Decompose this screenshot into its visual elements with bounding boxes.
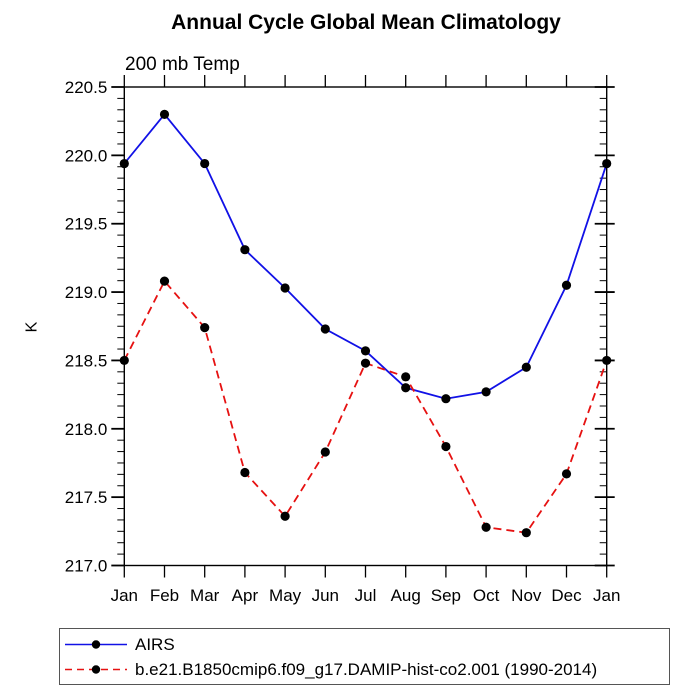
data-point-marker (119, 158, 129, 169)
y-tick-label: 220.5 (65, 78, 108, 97)
x-tick-label: Jan (111, 586, 138, 605)
data-point-marker (602, 158, 612, 169)
data-point-marker (280, 511, 290, 521)
data-point-marker (602, 355, 612, 366)
legend-entry: AIRS (60, 632, 669, 657)
data-point-marker (320, 447, 330, 457)
x-tick-label: Sep (431, 586, 461, 605)
data-point-marker (360, 358, 371, 368)
x-tick-label: Oct (473, 586, 500, 605)
y-tick-label: 220.0 (65, 146, 108, 165)
data-point-marker (521, 362, 531, 372)
chart-subtitle: 200 mb Temp (125, 54, 240, 75)
data-point-marker (441, 441, 451, 452)
x-tick-label: Jan (593, 586, 620, 605)
legend-label: AIRS (135, 634, 175, 654)
y-tick-label: 218.0 (65, 420, 108, 439)
data-point-marker (561, 280, 572, 290)
data-point-marker (200, 323, 210, 333)
legend-line-sample (65, 665, 127, 674)
legend-box: AIRS b.e21.B1850cmip6.f09_g17.DAMIP-hist-… (59, 628, 670, 685)
x-tick-label: Nov (511, 586, 542, 605)
x-tick-label: Jun (312, 586, 339, 605)
data-point-marker (159, 109, 170, 119)
legend-label: b.e21.B1850cmip6.f09_g17.DAMIP-hist-co2.… (135, 659, 598, 679)
data-point-marker (360, 346, 371, 356)
data-point-marker (481, 387, 491, 397)
chart-title: Annual Cycle Global Mean Climatology (171, 11, 561, 34)
series-line-dashed (123, 279, 608, 534)
data-point-marker (481, 522, 491, 532)
plot-frame (123, 86, 608, 567)
data-point-marker (240, 245, 250, 255)
data-point-marker (320, 324, 330, 334)
x-tick-label: Apr (232, 586, 259, 605)
data-point-marker (561, 469, 572, 479)
data-point-marker (521, 528, 531, 538)
x-tick-label: Feb (150, 586, 179, 605)
x-tick-label: Jul (355, 586, 377, 605)
series-line-solid (123, 112, 608, 400)
data-point-marker (441, 394, 451, 404)
y-tick-label: 217.5 (65, 488, 108, 507)
x-tick-label: Dec (551, 586, 582, 605)
data-point-marker (200, 158, 210, 169)
data-point-marker (119, 355, 129, 366)
y-tick-label: 217.0 (65, 557, 108, 576)
y-tick-label: 219.0 (65, 283, 108, 302)
data-point-marker (159, 276, 170, 286)
x-tick-label: Mar (190, 586, 220, 605)
y-tick-label: 218.5 (65, 351, 108, 370)
legend-line-sample (65, 640, 127, 649)
x-tick-label: May (269, 586, 302, 605)
data-point-marker (280, 283, 290, 293)
data-point-marker (240, 467, 250, 478)
data-point-marker (401, 372, 411, 382)
x-tick-label: Aug (391, 586, 421, 605)
y-tick-label: 219.5 (65, 215, 108, 234)
data-point-marker (401, 383, 411, 393)
legend-entry: b.e21.B1850cmip6.f09_g17.DAMIP-hist-co2.… (60, 657, 669, 682)
